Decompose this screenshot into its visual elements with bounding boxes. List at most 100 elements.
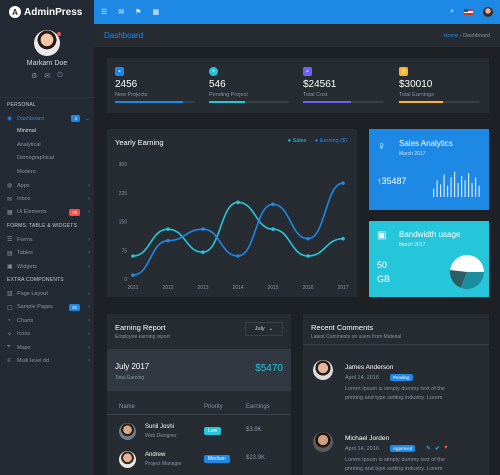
x-tick-label: 2013 (197, 285, 208, 291)
ui-icon: ▦ (7, 209, 13, 216)
data-point[interactable] (131, 254, 135, 258)
sidebar-sub-modern[interactable]: Modern (17, 168, 36, 175)
comment-item[interactable]: Michael Jorden April 14, 2016 Approved ✎… (311, 428, 481, 475)
spark-bar (457, 183, 459, 197)
badge: 25 (68, 303, 80, 311)
table-row[interactable]: Sunil Joshi Web Designer Low $3.9K (115, 421, 283, 443)
spark-bar (433, 188, 435, 197)
line-chart: 0 75 150 225 300 2011 2012 2013 2014 2015 2016 2017 (119, 162, 349, 291)
settings-icon[interactable]: ⚙ (31, 73, 38, 80)
page-header: Dashboard Home › Dashboard (94, 24, 500, 47)
icons-icon: ✧ (7, 331, 13, 338)
column-name: Name (119, 404, 136, 410)
sidebar-item-apps[interactable]: ◍ Apps › (0, 179, 94, 192)
avatar[interactable] (34, 30, 61, 56)
grid-icon[interactable]: ▦ (152, 9, 160, 16)
sidebar-item-page-layout[interactable]: ▥ Page Layout › (0, 287, 94, 300)
earning-month: July 2017 (115, 362, 150, 371)
menu-icon[interactable]: ☰ (101, 9, 108, 16)
sidebar-item-dashboard[interactable]: ◉ Dashboard 4 ⌄ (0, 112, 94, 125)
mail-icon[interactable]: ✉ (44, 73, 51, 80)
data-point[interactable] (341, 181, 345, 185)
user-avatar[interactable] (483, 7, 493, 17)
brand[interactable]: A AdminPress (0, 0, 94, 24)
profile-name[interactable]: Markarn Doe (26, 60, 68, 67)
image-icon: ▣ (377, 230, 387, 241)
sidebar-item-inbox[interactable]: ✉ Inbox › (0, 192, 94, 205)
data-point[interactable] (341, 236, 345, 241)
sidebar-sub-demographical[interactable]: Demographical (17, 155, 54, 162)
check-icon[interactable]: ✔ (435, 446, 441, 452)
status-badge: Pending (390, 374, 413, 381)
sidebar-item-ui-elements[interactable]: ▦ Ui Elements 25 › (0, 206, 94, 219)
sidebar-item-multilevel[interactable]: ≡ Multi level dd › (0, 354, 94, 367)
badge: 25 (68, 208, 80, 216)
sidebar-item-sample-pages[interactable]: ▢ Sample Pages 25 › (0, 301, 94, 314)
comment-item[interactable]: James Anderson April 14, 2016 Pending Lo… (311, 358, 481, 418)
month-select-value: July (254, 326, 265, 332)
sidebar-item-forms[interactable]: ☰ Forms › (0, 233, 94, 246)
comment-text: Lorem Ipsum is simply dummy text of the (345, 457, 445, 463)
breadcrumb-home[interactable]: Home (443, 32, 459, 39)
commenter-name: Michael Jorden (345, 435, 390, 442)
maps-icon: ⌖ (7, 344, 11, 351)
chevron-right-icon: › (88, 304, 90, 311)
sidebar-item-icons[interactable]: ✧ Icons › (0, 327, 94, 340)
sidebar-sub-analytical[interactable]: Analytical (17, 141, 41, 148)
stat-label: Pending Project (209, 92, 248, 98)
chevron-right-icon: › (88, 196, 90, 203)
data-point[interactable] (201, 227, 205, 231)
divider (303, 344, 489, 345)
data-point[interactable] (201, 250, 205, 254)
earning-total: $5470 (255, 363, 283, 374)
x-tick-label: 2011 (128, 285, 139, 291)
charts-icon: ◔ (7, 317, 11, 324)
month-select[interactable]: July ⌄ (245, 322, 283, 336)
breadcrumb-current: Dashboard (463, 32, 490, 39)
sidebar-item-charts[interactable]: ◔ Charts › (0, 314, 94, 327)
heart-icon[interactable]: ♥ (444, 445, 448, 451)
sidebar-item-maps[interactable]: ⌖ Maps › (0, 341, 94, 354)
sales-analytics-value: ↑35487 (377, 176, 407, 186)
y-tick-label: 225 (119, 191, 128, 197)
bulb-icon: • (209, 67, 218, 76)
message-icon[interactable]: ⚑ (135, 9, 142, 16)
user-profile: Markarn Doe ⚙ ✉ ⏻ (0, 30, 94, 98)
data-point[interactable] (306, 236, 310, 241)
layout-icon: ▥ (7, 291, 13, 298)
dashboard-icon: ◉ (7, 116, 13, 123)
brand-name: AdminPress (24, 6, 83, 18)
data-point[interactable] (236, 254, 240, 258)
power-icon[interactable]: ⏻ (57, 72, 63, 79)
progress-bar (303, 101, 383, 103)
spark-bar (478, 185, 480, 197)
spark-bar (461, 176, 463, 197)
sidebar-item-tables[interactable]: ▤ Tables › (0, 247, 94, 260)
data-point[interactable] (236, 200, 240, 205)
table-row[interactable]: Andrew Project Manager Medium $23.9K (115, 449, 283, 471)
data-point[interactable] (271, 227, 275, 231)
breadcrumb: Home › Dashboard (443, 32, 490, 39)
sidebar-item-label: Multi level dd (17, 357, 50, 364)
earning-month-label: Total Earning (115, 375, 145, 381)
sidebar-item-widgets[interactable]: ▣ Widgets › (0, 260, 94, 273)
language-flag-icon[interactable] (464, 9, 473, 15)
data-point[interactable] (306, 254, 310, 258)
data-point[interactable] (271, 202, 275, 207)
sidebar-item-label: Inbox (17, 196, 31, 203)
employee-earnings: $3.9K (246, 427, 262, 433)
data-point[interactable] (166, 227, 170, 231)
edit-icon[interactable]: ✎ (426, 446, 432, 452)
data-point[interactable] (166, 238, 170, 243)
sales-analytics-title: Sales Analytics (399, 139, 453, 148)
spark-bar (450, 177, 452, 197)
x-tick-label: 2016 (302, 285, 313, 291)
sales-sparkline (433, 171, 480, 197)
notification-icon[interactable]: ✉ (118, 9, 125, 16)
sidebar-sub-minimal[interactable]: Minimal (17, 128, 36, 135)
search-icon[interactable]: ⌕ (450, 8, 454, 15)
forms-icon: ☰ (7, 237, 13, 244)
sidebar-item-label: Apps (17, 182, 30, 189)
sidebar-item-label: Dashboard (17, 115, 44, 122)
data-point[interactable] (131, 273, 135, 277)
